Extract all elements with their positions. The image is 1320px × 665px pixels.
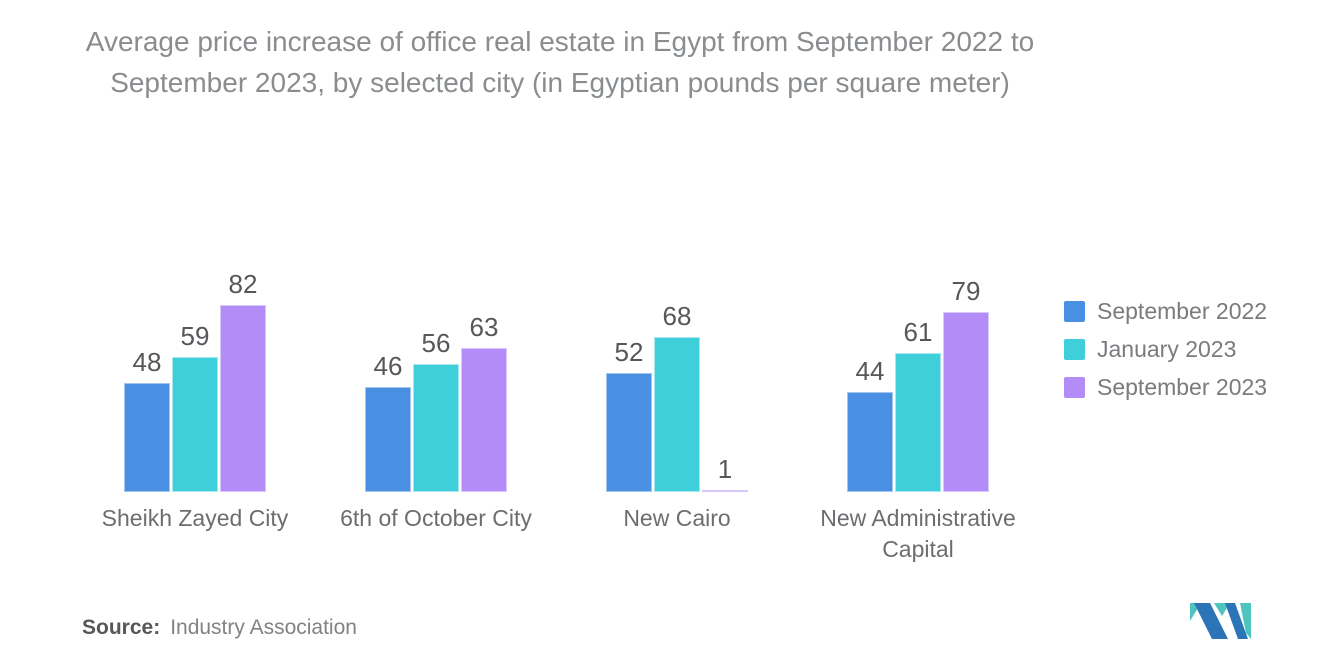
bar-value-label: 44 (855, 356, 885, 386)
bar-group: 44 61 79 (847, 0, 989, 492)
bar (847, 392, 893, 492)
bar-value-label: 61 (903, 317, 933, 347)
legend-item-september-2023: September 2023 (1064, 368, 1267, 406)
source-row: Source: Industry Association (82, 616, 357, 640)
bar-value-label: 52 (614, 337, 644, 367)
bar-group: 52 68 1 (606, 0, 748, 492)
bar (413, 364, 459, 492)
bar (124, 383, 170, 492)
bar-value-label: 82 (228, 269, 258, 299)
bar (365, 387, 411, 492)
bar (654, 337, 700, 492)
bar (172, 357, 218, 492)
bar (220, 305, 266, 492)
legend-item-september-2022: September 2022 (1064, 292, 1267, 330)
bar-value-label: 79 (951, 276, 981, 306)
bar-value-label: 48 (132, 347, 162, 377)
legend-label: September 2023 (1097, 373, 1268, 400)
legend: September 2022 January 2023 September 20… (1064, 292, 1267, 406)
legend-label: September 2022 (1097, 297, 1268, 324)
bar (943, 312, 989, 492)
legend-label: January 2023 (1097, 335, 1237, 362)
bar-value-label: 63 (469, 312, 499, 342)
legend-swatch-january-2023 (1064, 338, 1085, 360)
category-label: 6th of October City (340, 505, 532, 531)
mordor-intelligence-logo (1190, 603, 1251, 639)
category-label: New Administrative Capital (820, 505, 1016, 563)
bar-value-label: 56 (421, 328, 451, 358)
category-label: Sheikh Zayed City (101, 505, 289, 531)
chart-title: Average price increase of office real es… (85, 26, 1035, 98)
bar-group: 46 56 63 (365, 0, 507, 492)
category-label: New Cairo (623, 505, 731, 531)
bar (702, 490, 748, 492)
bar (606, 373, 652, 492)
bar-value-label: 1 (717, 454, 733, 484)
source-text: Industry Association (170, 616, 357, 639)
legend-swatch-september-2023 (1064, 376, 1085, 398)
bar (461, 348, 507, 492)
bar (895, 353, 941, 492)
bar-group: 48 59 82 (124, 0, 266, 492)
bar-value-label: 46 (373, 351, 403, 381)
legend-swatch-september-2022 (1064, 300, 1085, 322)
source-label: Source: (82, 616, 161, 639)
legend-item-january-2023: January 2023 (1064, 330, 1267, 368)
bar-value-label: 68 (662, 301, 692, 331)
bar-value-label: 59 (180, 321, 210, 351)
